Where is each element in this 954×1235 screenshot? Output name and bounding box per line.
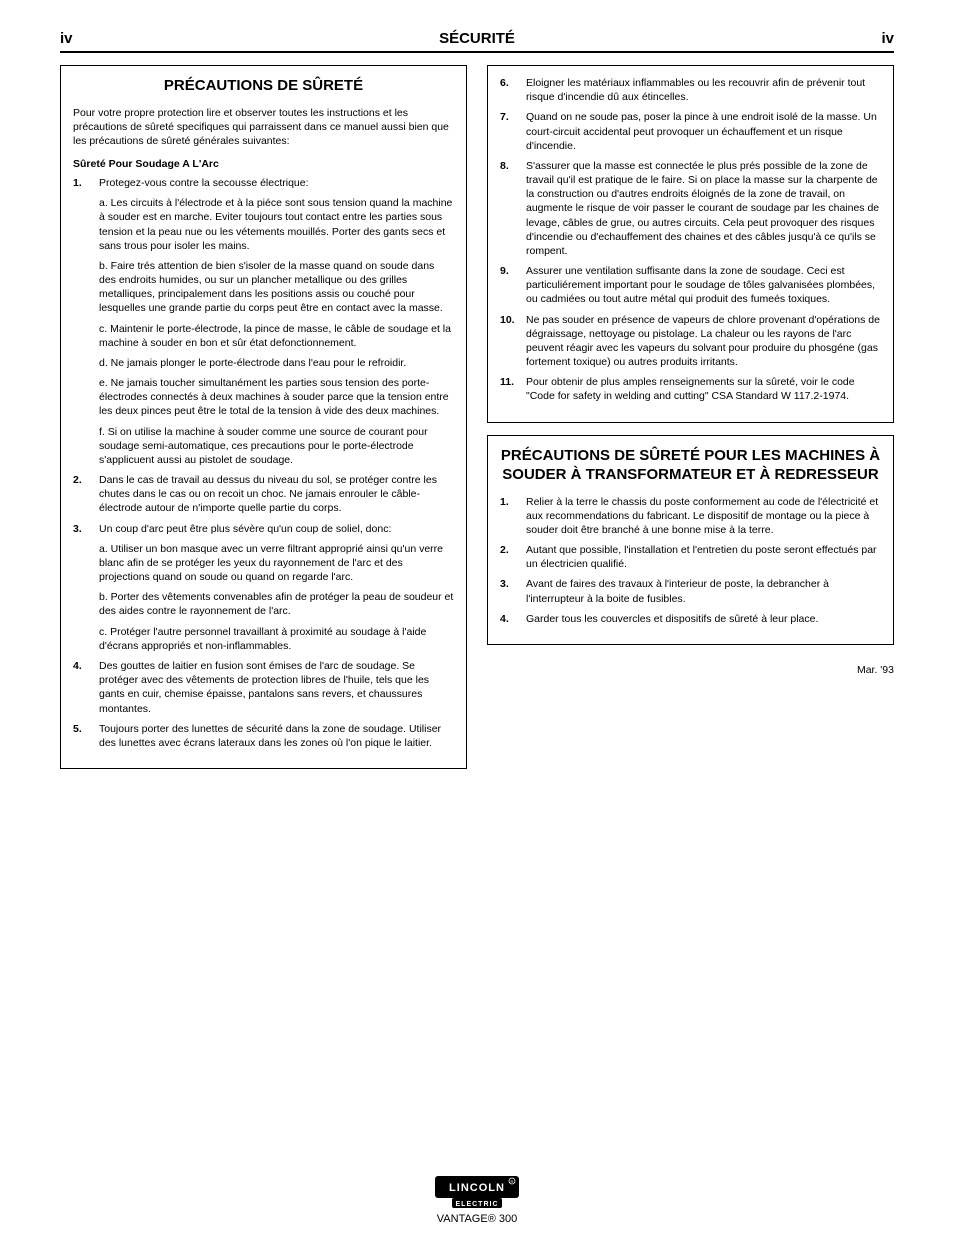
list-item: a. Utiliser un bon masque avec un verre … — [73, 542, 454, 585]
list-item: 2.Autant que possible, l'installation et… — [500, 543, 881, 571]
item-text: S'assurer que la masse est connectée le … — [526, 159, 881, 258]
item-text: f. Si on utilise la machine à souder com… — [99, 425, 454, 468]
box1-intro: Pour votre propre protection lire et obs… — [73, 106, 454, 149]
right-column: 6.Eloigner les matériaux inflammables ou… — [487, 65, 894, 769]
list-item: 10.Ne pas souder en présence de vapeurs … — [500, 313, 881, 370]
box-safety-continued: 6.Eloigner les matériaux inflammables ou… — [487, 65, 894, 423]
logo-wrap: LINCOLN R ELECTRIC — [0, 1175, 954, 1209]
item-text: Assurer une ventilation suffisante dans … — [526, 264, 881, 307]
list-item: c. Maintenir le porte-électrode, la pinc… — [73, 322, 454, 350]
item-text: Ne pas souder en présence de vapeurs de … — [526, 313, 881, 370]
top-rule — [60, 51, 894, 53]
item-number: 2. — [73, 473, 99, 516]
columns: PRÉCAUTIONS DE SÛRETÉ Pour votre propre … — [60, 65, 894, 769]
list-item: 4.Garder tous les couvercles et disposit… — [500, 612, 881, 626]
item-text: Dans le cas de travail au dessus du nive… — [99, 473, 454, 516]
item-number: 6. — [500, 76, 526, 104]
list-item: 3.Avant de faires des travaux à l'interi… — [500, 577, 881, 605]
revision-date: Mar. '93 — [487, 663, 894, 677]
header-center: SÉCURITÉ — [439, 30, 515, 47]
list-item: 6.Eloigner les matériaux inflammables ou… — [500, 76, 881, 104]
list-item: b. Faire trés attention de bien s'isoler… — [73, 259, 454, 316]
item-text: a. Les circuits à l'électrode et à la pi… — [99, 196, 454, 253]
list-item: d. Ne jamais plonger le porte-électrode … — [73, 356, 454, 370]
item-number: 3. — [500, 577, 526, 605]
item-number: 9. — [500, 264, 526, 307]
item-text: a. Utiliser un bon masque avec un verre … — [99, 542, 454, 585]
item-text: b. Faire trés attention de bien s'isoler… — [99, 259, 454, 316]
list-item: 1. Protegez-vous contre la secousse élec… — [73, 176, 454, 190]
item-text: Pour obtenir de plus amples renseignemen… — [526, 375, 881, 403]
page: iv SÉCURITÉ iv PRÉCAUTIONS DE SÛRETÉ Pou… — [0, 0, 954, 1235]
list-item: 7.Quand on ne soude pas, poser la pince … — [500, 110, 881, 153]
svg-text:LINCOLN: LINCOLN — [449, 1182, 505, 1194]
item-text: Toujours porter des lunettes de sécurité… — [99, 722, 454, 750]
list-item: 4. Des gouttes de laitier en fusion sont… — [73, 659, 454, 716]
item-number: 3. — [73, 522, 99, 536]
item-number: 4. — [73, 659, 99, 716]
list-item: f. Si on utilise la machine à souder com… — [73, 425, 454, 468]
list-item: 3. Un coup d'arc peut être plus sévère q… — [73, 522, 454, 536]
list-item: 2. Dans le cas de travail au dessus du n… — [73, 473, 454, 516]
header-right: iv — [881, 30, 894, 47]
item-text: Protegez-vous contre la secousse électri… — [99, 176, 454, 190]
header-left: iv — [60, 30, 73, 47]
item-text: c. Protéger l'autre personnel travaillan… — [99, 625, 454, 653]
svg-text:R: R — [511, 1179, 514, 1184]
item-number: 1. — [500, 495, 526, 538]
item-number: 7. — [500, 110, 526, 153]
item-number: 8. — [500, 159, 526, 258]
item-text: Des gouttes de laitier en fusion sont ém… — [99, 659, 454, 716]
footer-text: VANTAGE® 300 — [0, 1213, 954, 1225]
list-item: c. Protéger l'autre personnel travaillan… — [73, 625, 454, 653]
svg-text:ELECTRIC: ELECTRIC — [456, 1201, 499, 1208]
item-number: 10. — [500, 313, 526, 370]
box3-title: PRÉCAUTIONS DE SÛRETÉ POUR LES MACHINES … — [500, 446, 881, 485]
item-text: e. Ne jamais toucher simultanément les p… — [99, 376, 454, 419]
list-item: a. Les circuits à l'électrode et à la pi… — [73, 196, 454, 253]
item-text: Garder tous les couvercles et dispositif… — [526, 612, 881, 626]
list-item: 8.S'assurer que la masse est connectée l… — [500, 159, 881, 258]
item-number: 2. — [500, 543, 526, 571]
item-text: Relier à la terre le chassis du poste co… — [526, 495, 881, 538]
item-text: c. Maintenir le porte-électrode, la pinc… — [99, 322, 454, 350]
lincoln-electric-logo: LINCOLN R ELECTRIC — [434, 1175, 520, 1209]
list-item: 1.Relier à la terre le chassis du poste … — [500, 495, 881, 538]
box1-section-label: Sûreté Pour Soudage A L'Arc — [73, 158, 454, 170]
box1-title: PRÉCAUTIONS DE SÛRETÉ — [73, 76, 454, 96]
list-item: 9.Assurer une ventilation suffisante dan… — [500, 264, 881, 307]
box-safety-arc: PRÉCAUTIONS DE SÛRETÉ Pour votre propre … — [60, 65, 467, 769]
left-column: PRÉCAUTIONS DE SÛRETÉ Pour votre propre … — [60, 65, 467, 769]
item-text: b. Porter des vêtements convenables afin… — [99, 590, 454, 618]
item-number: 4. — [500, 612, 526, 626]
list-item: b. Porter des vêtements convenables afin… — [73, 590, 454, 618]
item-text: d. Ne jamais plonger le porte-électrode … — [99, 356, 454, 370]
item-text: Un coup d'arc peut être plus sévère qu'u… — [99, 522, 454, 536]
item-number: 1. — [73, 176, 99, 190]
page-header: iv SÉCURITÉ iv — [60, 30, 894, 47]
item-number: 5. — [73, 722, 99, 750]
list-item: 5. Toujours porter des lunettes de sécur… — [73, 722, 454, 750]
item-text: Eloigner les matériaux inflammables ou l… — [526, 76, 881, 104]
item-text: Avant de faires des travaux à l'interieu… — [526, 577, 881, 605]
list-item: 11.Pour obtenir de plus amples renseigne… — [500, 375, 881, 403]
item-number: 11. — [500, 375, 526, 403]
item-text: Autant que possible, l'installation et l… — [526, 543, 881, 571]
box-transformer: PRÉCAUTIONS DE SÛRETÉ POUR LES MACHINES … — [487, 435, 894, 645]
list-item: e. Ne jamais toucher simultanément les p… — [73, 376, 454, 419]
item-text: Quand on ne soude pas, poser la pince à … — [526, 110, 881, 153]
